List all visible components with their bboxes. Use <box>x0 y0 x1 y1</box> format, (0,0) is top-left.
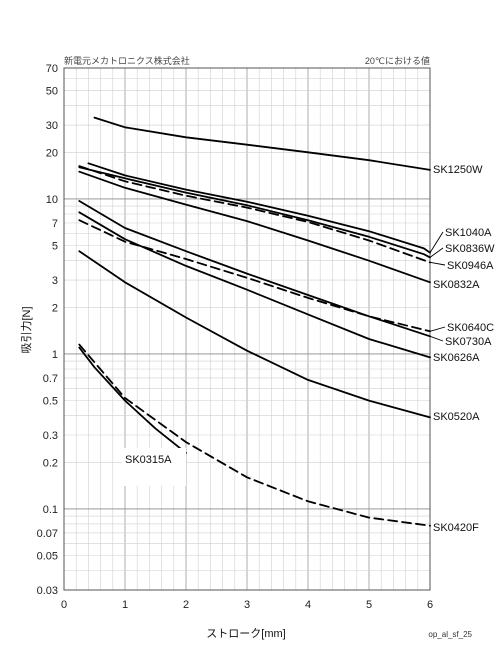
y-tick-label: 50 <box>46 86 58 98</box>
y-tick-label: 2 <box>52 302 58 314</box>
x-tick-label: 1 <box>122 599 128 611</box>
y-tick-label: 0.3 <box>43 430 58 442</box>
series-label-sk0315a: SK0315A <box>125 454 172 466</box>
series-line-sk0836w <box>78 166 431 259</box>
x-tick-label: 2 <box>183 599 189 611</box>
series-label-sk0626a: SK0626A <box>433 352 480 364</box>
y-tick-label: 0.7 <box>43 373 58 385</box>
y-tick-label: 10 <box>46 194 58 206</box>
series-label-sk0420f: SK0420F <box>433 522 479 534</box>
series-line-sk0832a <box>78 170 431 284</box>
series-label-sk0836w: SK0836W <box>445 243 495 255</box>
series-line-sk0626a <box>78 211 431 359</box>
leader-line-sk1040a <box>429 231 444 253</box>
y-tick-label: 1 <box>52 349 58 361</box>
series-line-sk0315a <box>78 346 187 454</box>
condition-note: 20℃における値 <box>365 55 430 66</box>
y-tick-label: 0.1 <box>43 504 58 516</box>
y-tick-label: 30 <box>46 120 58 132</box>
figure-code: op_al_sf_25 <box>428 630 472 639</box>
series-line-sk0730a <box>78 200 431 338</box>
axes: 7050302010753210.70.50.30.20.10.070.050.… <box>37 63 433 611</box>
leader-line-sk0946a <box>429 261 446 266</box>
y-tick-label: 0.03 <box>37 585 58 597</box>
series-label-sk1040a: SK1040A <box>445 227 492 239</box>
series-label-sk1250w: SK1250W <box>433 164 483 176</box>
y-tick-label: 70 <box>46 63 58 75</box>
series-layer <box>78 116 431 527</box>
series-line-sk0640c <box>78 219 431 333</box>
leader-line-sk0640c <box>429 326 446 332</box>
x-tick-label: 6 <box>427 599 433 611</box>
series-line-sk0946a <box>78 165 431 264</box>
y-tick-label: 20 <box>46 147 58 159</box>
series-label-sk0730a: SK0730A <box>445 336 492 348</box>
leader-line-sk0836w <box>429 247 444 258</box>
x-tick-label: 5 <box>366 599 372 611</box>
label-mask <box>122 448 186 486</box>
series-line-sk0520a <box>78 250 431 419</box>
y-tick-label: 0.2 <box>43 457 58 469</box>
series-line-sk0420f <box>78 343 431 527</box>
series-label-sk0640c: SK0640C <box>447 322 494 334</box>
series-label-sk0520a: SK0520A <box>433 411 480 423</box>
y-axis-label: 吸引力[N] <box>19 306 33 353</box>
y-tick-label: 0.05 <box>37 551 58 563</box>
plot-frame <box>63 67 431 591</box>
x-tick-label: 4 <box>305 599 311 611</box>
company-name: 新電元メカトロニクス株式会社 <box>64 55 190 66</box>
series-labels: SK1250W SK1040A SK0836W SK0946A SK0832A SK064… <box>122 164 495 534</box>
series-line-sk1250w <box>93 116 431 171</box>
y-tick-label: 7 <box>52 218 58 230</box>
y-tick-label: 0.5 <box>43 396 58 408</box>
y-tick-label: 5 <box>52 241 58 253</box>
x-axis-label: ストローク[mm] <box>206 627 285 640</box>
x-tick-label: 3 <box>244 599 250 611</box>
y-tick-label: 3 <box>52 275 58 287</box>
x-tick-label: 0 <box>61 599 67 611</box>
leader-line-sk0730a <box>429 335 444 342</box>
series-label-sk0832a: SK0832A <box>433 279 480 291</box>
series-label-sk0946a: SK0946A <box>447 260 494 272</box>
series-line-sk1040a <box>87 162 431 254</box>
y-tick-label: 0.07 <box>37 528 58 540</box>
plot-grid <box>63 67 431 591</box>
